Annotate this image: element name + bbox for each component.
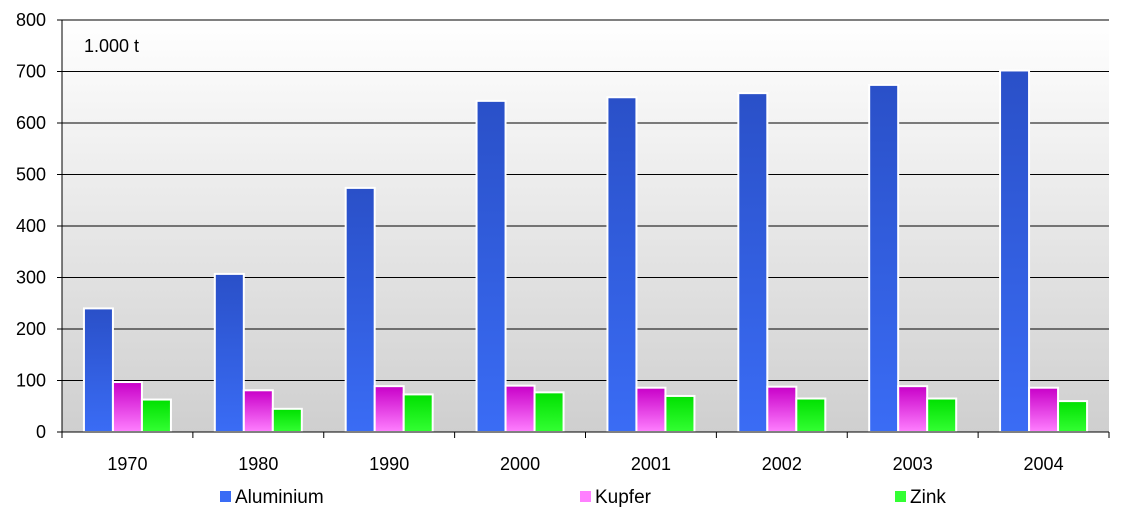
bar-aluminium-2003 [868,83,900,433]
bar-aluminium-2004 [999,69,1031,433]
y-tick-label: 100 [16,371,46,391]
x-tick-label: 2001 [631,454,671,474]
bar-kupfer-2002 [766,385,798,433]
bar-kupfer-2000 [504,384,536,433]
legend-label-zink: Zink [910,487,946,508]
bar-zink-2002 [795,397,827,433]
unit-label: 1.000 t [84,36,139,56]
x-tick-label: 2004 [1024,454,1064,474]
y-tick-label: 800 [16,10,46,30]
y-tick-label: 0 [36,422,46,442]
y-tick-label: 300 [16,268,46,288]
bar-zink-1970 [140,398,172,433]
bar-zink-1980 [271,407,303,434]
bar-zink-2001 [664,394,696,434]
bar-kupfer-2004 [1028,386,1060,433]
y-tick-label: 400 [16,216,46,236]
bar-aluminium-2001 [606,96,638,433]
bars [82,69,1089,434]
bar-kupfer-1970 [111,381,143,434]
bar-aluminium-2000 [475,99,507,433]
bar-aluminium-1980 [213,272,245,433]
y-tick-label: 700 [16,62,46,82]
y-tick-label: 600 [16,113,46,133]
bar-aluminium-2002 [737,92,769,433]
legend-swatch-zink [895,491,906,502]
legend: Aluminium Kupfer Zink [220,487,946,508]
bar-zink-2000 [533,391,565,433]
x-tick-label: 2000 [500,454,540,474]
x-tick-label: 1980 [238,454,278,474]
legend-label-aluminium: Aluminium [235,487,324,508]
legend-label-kupfer: Kupfer [595,487,652,508]
x-tick-label: 1970 [107,454,147,474]
legend-swatch-aluminium [220,491,231,502]
axes: 0 100 200 300 400 500 600 700 800 1970 1980 1990 200… [16,10,1110,474]
x-tick-label: 1990 [369,454,409,474]
bar-kupfer-1980 [242,389,274,434]
y-tick-label: 500 [16,165,46,185]
x-tick-label: 2003 [893,454,933,474]
bar-zink-2004 [1057,400,1089,434]
bar-kupfer-2003 [897,385,929,434]
bar-kupfer-1990 [373,385,405,434]
x-tick-label: 2002 [762,454,802,474]
y-tick-label: 200 [16,319,46,339]
legend-swatch-kupfer [580,491,591,502]
bar-kupfer-2001 [635,386,667,433]
bar-aluminium-1970 [82,307,114,433]
bar-zink-1990 [402,393,434,433]
bar-zink-2003 [926,397,958,433]
bar-aluminium-1990 [344,186,376,433]
